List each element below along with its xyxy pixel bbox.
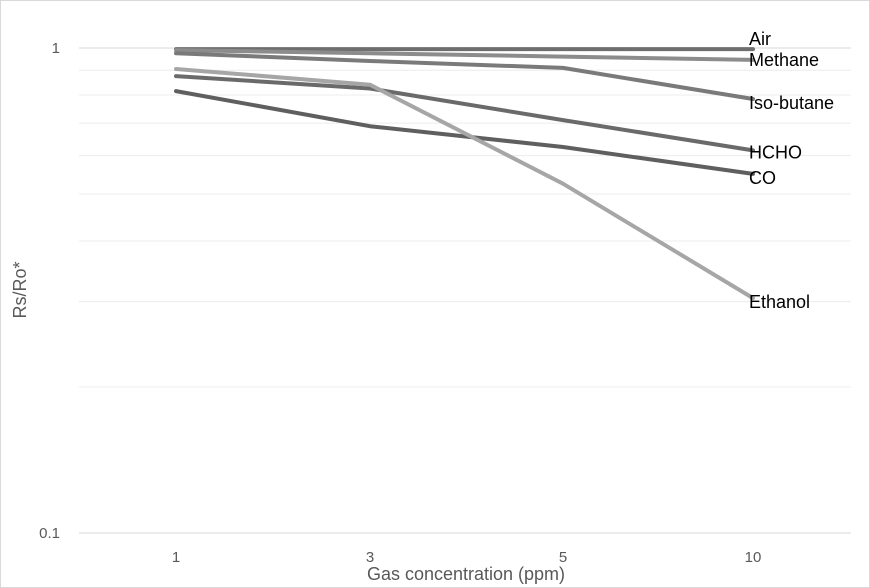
series-line-hcho xyxy=(174,74,755,153)
series-line-co xyxy=(174,89,755,176)
series-line-methane xyxy=(174,48,755,62)
series-line-iso-butane xyxy=(174,51,755,101)
series-label-hcho: HCHO xyxy=(749,142,802,162)
series-label-methane: Methane xyxy=(749,50,819,70)
y-tick-label: 0.1 xyxy=(39,525,60,542)
gridlines xyxy=(79,47,851,534)
x-tick-label: 10 xyxy=(745,549,762,566)
series-lines xyxy=(174,47,755,301)
series-label-iso-butane: Iso-butane xyxy=(749,93,834,113)
series-label-co: CO xyxy=(749,168,776,188)
y-tick-label: 1 xyxy=(52,40,60,57)
x-tick-label: 3 xyxy=(366,549,374,566)
x-tick-label: 5 xyxy=(559,549,567,566)
x-axis-title: Gas concentration (ppm) xyxy=(367,564,565,584)
series-line-ethanol xyxy=(174,67,755,301)
y-axis-title: Rs/Ro* xyxy=(10,261,30,318)
series-label-air: Air xyxy=(749,29,771,49)
series-label-ethanol: Ethanol xyxy=(749,292,810,312)
tick-labels: 1 0.1 1 3 5 10 xyxy=(39,40,761,566)
x-tick-label: 1 xyxy=(172,549,180,566)
